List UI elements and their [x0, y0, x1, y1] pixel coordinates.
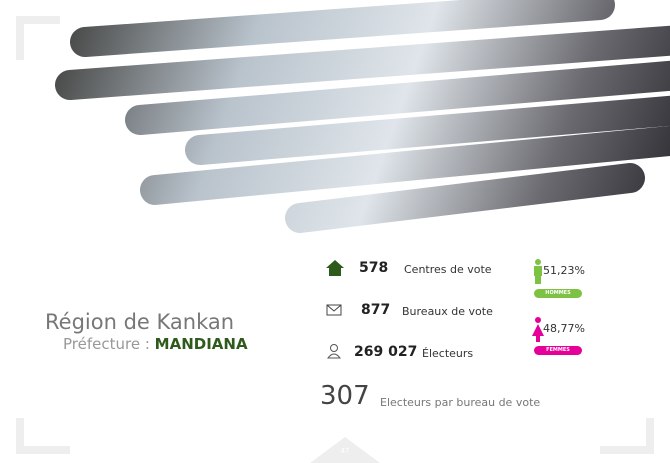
corner-brackets [16, 16, 654, 454]
page-number: 47 [340, 447, 350, 455]
prefecture-name: MANDIANA [154, 335, 248, 353]
gender-percent: 51,23% [543, 264, 585, 277]
gender-percent: 48,77% [543, 322, 585, 335]
ratio-label: Electeurs par bureau de vote [380, 396, 541, 409]
gender-label: HOMMES [545, 290, 571, 296]
house-icon [326, 260, 344, 276]
man-icon [534, 259, 542, 284]
person-icon [326, 344, 342, 359]
prefecture-line: Préfecture : MANDIANA [63, 335, 248, 353]
envelope-flap [326, 304, 342, 312]
stat-label: Centres de vote [404, 263, 492, 276]
stat-value: 578 [359, 260, 389, 276]
ratio-value: 307 [320, 381, 370, 411]
stat-label: Électeurs [422, 347, 474, 360]
prefecture-label: Préfecture : [63, 335, 155, 353]
stat-label: Bureaux de vote [402, 305, 493, 318]
women-badge [534, 346, 582, 355]
gender-label: FEMMES [546, 347, 570, 353]
envelope-icon [326, 304, 342, 316]
region-title: Région de Kankan [45, 310, 235, 334]
woman-icon [532, 317, 544, 342]
stat-value: 269 027 [354, 344, 418, 360]
men-badge [534, 289, 582, 298]
page-tab [310, 437, 380, 463]
stat-value: 877 [361, 302, 391, 318]
photo-stripes [55, 0, 670, 233]
